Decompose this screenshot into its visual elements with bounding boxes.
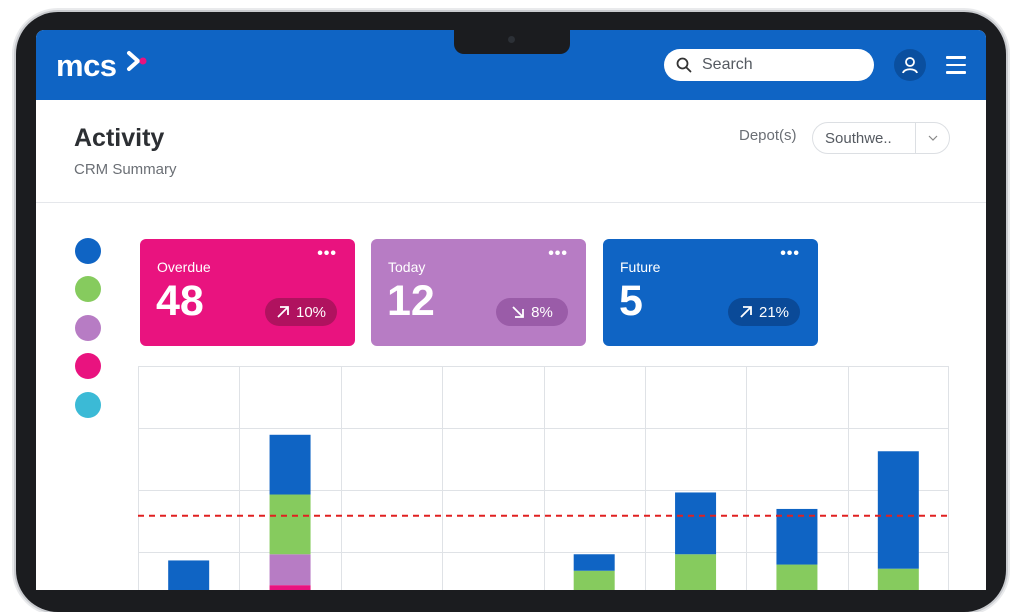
today-card[interactable]: Today 12 ••• 8% bbox=[371, 239, 586, 346]
bar-segment bbox=[675, 492, 717, 555]
bar-segment bbox=[269, 585, 311, 590]
depot-selected-value: Southwe.. bbox=[825, 129, 892, 147]
stacked-bar-chart bbox=[138, 366, 949, 590]
bar-segment bbox=[877, 451, 919, 569]
card-more-icon[interactable]: ••• bbox=[548, 245, 568, 262]
arrow-up-right-icon bbox=[277, 306, 289, 318]
bar-segment bbox=[573, 570, 615, 590]
depot-label: Depot(s) bbox=[739, 127, 797, 144]
page-subtitle: CRM Summary bbox=[74, 161, 177, 178]
legend-dot-blue[interactable] bbox=[75, 238, 101, 264]
card-more-icon[interactable]: ••• bbox=[317, 245, 337, 262]
search-icon bbox=[676, 57, 692, 73]
card-value: 48 bbox=[156, 277, 204, 325]
logo-chevron-icon bbox=[127, 51, 147, 71]
legend-dot-purple[interactable] bbox=[75, 315, 101, 341]
bar-segment bbox=[269, 434, 311, 495]
card-label: Overdue bbox=[157, 259, 211, 275]
search-box[interactable] bbox=[664, 49, 874, 81]
legend-dot-pink[interactable] bbox=[75, 353, 101, 379]
bar-segment bbox=[776, 508, 818, 565]
chart-border bbox=[138, 366, 949, 590]
menu-bar bbox=[946, 56, 966, 59]
card-label: Future bbox=[620, 259, 661, 275]
arrow-down-right-icon bbox=[512, 306, 525, 318]
card-value: 5 bbox=[619, 277, 643, 325]
arrow-up-right-icon bbox=[740, 306, 752, 318]
logo-text: mcs bbox=[56, 48, 117, 83]
bar-segment bbox=[776, 564, 818, 590]
select-divider bbox=[915, 123, 916, 153]
menu-bar bbox=[946, 71, 966, 74]
overdue-card[interactable]: Overdue 48 ••• 10% bbox=[140, 239, 355, 346]
card-label: Today bbox=[388, 259, 426, 275]
page-title: Activity bbox=[74, 124, 165, 152]
legend-dot-cyan[interactable] bbox=[75, 392, 101, 418]
card-more-icon[interactable]: ••• bbox=[780, 245, 800, 262]
trend-value: 21% bbox=[758, 303, 790, 321]
trend-badge: 21% bbox=[728, 298, 800, 326]
bar-segment bbox=[269, 494, 311, 555]
legend-dot-green[interactable] bbox=[75, 276, 101, 302]
trend-value: 8% bbox=[531, 303, 553, 321]
camera-icon bbox=[508, 36, 515, 43]
chevron-down-icon[interactable] bbox=[916, 135, 949, 141]
bar-segment bbox=[168, 560, 210, 590]
app-screen: mcs Activity CRM Summar bbox=[36, 30, 986, 590]
hamburger-menu-button[interactable] bbox=[946, 56, 966, 74]
trend-badge: 8% bbox=[496, 298, 568, 326]
camera-notch bbox=[454, 30, 570, 54]
depot-select[interactable]: Southwe.. bbox=[812, 122, 950, 154]
card-value: 12 bbox=[387, 277, 435, 325]
menu-bar bbox=[946, 63, 966, 66]
bar-segment bbox=[675, 554, 717, 590]
user-account-button[interactable] bbox=[894, 49, 926, 81]
bar-segment bbox=[877, 568, 919, 590]
trend-badge: 10% bbox=[265, 298, 337, 326]
mcs-logo[interactable]: mcs bbox=[56, 48, 156, 86]
future-card[interactable]: Future 5 ••• 21% bbox=[603, 239, 818, 346]
trend-value: 10% bbox=[295, 303, 327, 321]
page-header: Activity CRM Summary Depot(s) Southwe.. bbox=[36, 100, 986, 203]
bar-segment bbox=[269, 554, 311, 586]
search-input[interactable] bbox=[700, 55, 864, 75]
user-icon bbox=[902, 57, 918, 74]
